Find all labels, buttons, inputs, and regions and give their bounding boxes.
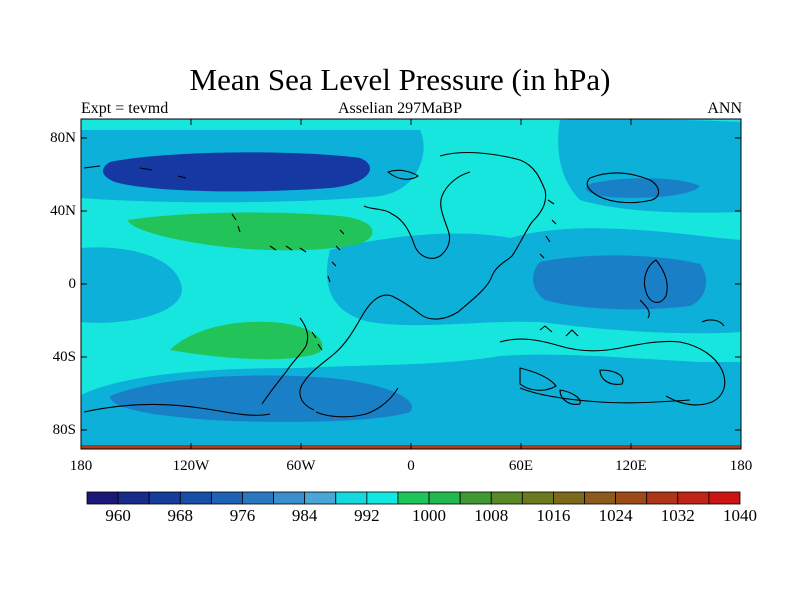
colorbar-swatch xyxy=(708,491,741,505)
colorbar-swatch xyxy=(117,491,150,505)
colorbar-swatch xyxy=(335,491,368,505)
colorbar-swatch xyxy=(521,491,554,505)
colorbar-swatch xyxy=(459,491,492,505)
equatorial-low-west xyxy=(81,247,182,323)
colorbar-swatch xyxy=(428,491,461,505)
colorbar-label: 1032 xyxy=(660,506,695,525)
lat-label-0: 0 xyxy=(68,276,77,292)
lon-label-180e: 180 xyxy=(729,458,753,474)
colorbar-label: 1040 xyxy=(723,506,757,525)
experiment-label: Expt = tevmd xyxy=(81,100,169,117)
colorbar-label: 960 xyxy=(105,506,131,525)
colorbar-swatch xyxy=(615,491,648,505)
colorbar-swatch xyxy=(677,491,710,505)
colorbar-label: 1008 xyxy=(474,506,509,525)
lon-label-60e: 60E xyxy=(508,458,534,474)
lon-label-0: 0 xyxy=(407,458,415,474)
lon-label-120e: 120E xyxy=(615,458,647,474)
lat-label-40n: 40N xyxy=(50,203,76,219)
east-arctic-deep-low xyxy=(585,178,700,198)
map-title: Mean Sea Level Pressure (in hPa) xyxy=(189,62,611,97)
arctic-low-band-east xyxy=(558,119,741,213)
pressure-field xyxy=(81,119,741,449)
equatorial-deep-low-east xyxy=(533,255,707,310)
colorbar-swatch xyxy=(553,491,585,505)
southern-deep-low xyxy=(110,375,412,422)
colorbar-swatch xyxy=(86,491,119,505)
colorbar-label: 1024 xyxy=(598,506,633,525)
lon-label-60w: 60W xyxy=(286,458,316,474)
north-subtropical-high xyxy=(128,212,373,251)
colorbar-swatch xyxy=(366,491,399,505)
lat-label-80s: 80S xyxy=(52,422,76,438)
north-pacific-deep-low xyxy=(103,152,371,192)
colorbar-swatch xyxy=(273,491,306,505)
colorbar-label: 968 xyxy=(167,506,194,525)
colorbar-label: 1000 xyxy=(412,506,447,525)
colorbar-swatch xyxy=(148,491,181,505)
lon-label-120w: 120W xyxy=(172,458,210,474)
longitude-ticks xyxy=(190,119,632,449)
lat-label-80n: 80N xyxy=(50,130,76,146)
lon-label-180w: 180 xyxy=(69,458,93,474)
south-subtropical-high xyxy=(170,321,323,360)
colorbar-label: 1016 xyxy=(536,506,571,525)
latitude-ticks xyxy=(81,137,741,431)
colorbar-label: 992 xyxy=(354,506,380,525)
colorbar xyxy=(86,491,741,505)
colorbar-swatch xyxy=(210,491,243,505)
colorbar-swatch xyxy=(646,491,679,505)
colorbar-swatch xyxy=(397,491,430,505)
colorbar-swatch xyxy=(242,491,274,505)
season-label: ANN xyxy=(707,100,742,117)
colorbar-label: 976 xyxy=(229,506,256,525)
coastlines xyxy=(83,151,726,418)
lat-label-40s: 40S xyxy=(52,349,76,365)
colorbar-swatch xyxy=(304,491,337,505)
colorbar-swatch xyxy=(584,491,617,505)
colorbar-label: 984 xyxy=(291,506,318,525)
period-label: Asselian 297MaBP xyxy=(338,100,462,117)
colorbar-swatch xyxy=(179,491,212,505)
colorbar-swatch xyxy=(490,491,523,505)
